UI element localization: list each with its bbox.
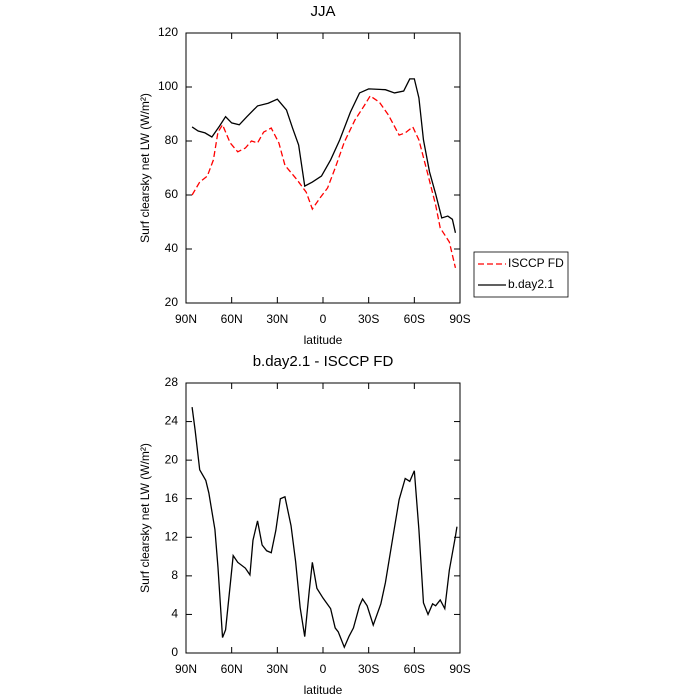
x-tick-label: 0: [320, 662, 327, 676]
y-tick-label: 24: [165, 414, 179, 428]
x-tick-label: 30S: [358, 662, 379, 676]
plot-frame: [185, 382, 461, 654]
y-tick-label: 4: [171, 607, 178, 621]
x-tick-label: 60N: [221, 662, 243, 676]
x-tick-label: 60N: [221, 312, 243, 326]
y-tick-label: 100: [158, 79, 178, 93]
y-tick-label: 8: [171, 568, 178, 582]
series-line: [191, 407, 458, 649]
x-tick-label: 60S: [404, 662, 425, 676]
chart-title: JJA: [310, 3, 335, 20]
y-tick-label: 120: [158, 25, 178, 39]
x-axis-label: latitude: [304, 683, 343, 697]
chart-title: b.day2.1 - ISCCP FD: [253, 353, 394, 370]
series-line: [191, 78, 457, 233]
legend-box: [473, 251, 569, 298]
y-tick-label: 0: [171, 645, 178, 659]
y-tick-label: 40: [165, 241, 179, 255]
y-axis-label: Surf clearsky net LW (W/m²): [138, 443, 152, 593]
x-tick-label: 90S: [449, 662, 470, 676]
x-tick-label: 0: [320, 312, 327, 326]
y-axis-label: Surf clearsky net LW (W/m²): [138, 93, 152, 243]
y-tick-label: 16: [165, 491, 179, 505]
legend-label: ISCCP FD: [508, 256, 564, 270]
y-tick-label: 80: [165, 133, 179, 147]
y-tick-label: 20: [165, 452, 179, 466]
x-tick-label: 90N: [175, 662, 197, 676]
y-tick-label: 60: [165, 187, 179, 201]
x-tick-label: 30N: [266, 662, 288, 676]
legend-label: b.day2.1: [508, 277, 554, 291]
x-tick-label: 30S: [358, 312, 379, 326]
x-tick-label: 90N: [175, 312, 197, 326]
x-axis-label: latitude: [304, 333, 343, 347]
y-tick-label: 20: [165, 295, 179, 309]
x-tick-label: 30N: [266, 312, 288, 326]
plot-frame: [185, 32, 461, 304]
series-line: [191, 94, 457, 269]
x-tick-label: 60S: [404, 312, 425, 326]
y-tick-label: 28: [165, 375, 179, 389]
y-tick-label: 12: [165, 529, 179, 543]
x-tick-label: 90S: [449, 312, 470, 326]
